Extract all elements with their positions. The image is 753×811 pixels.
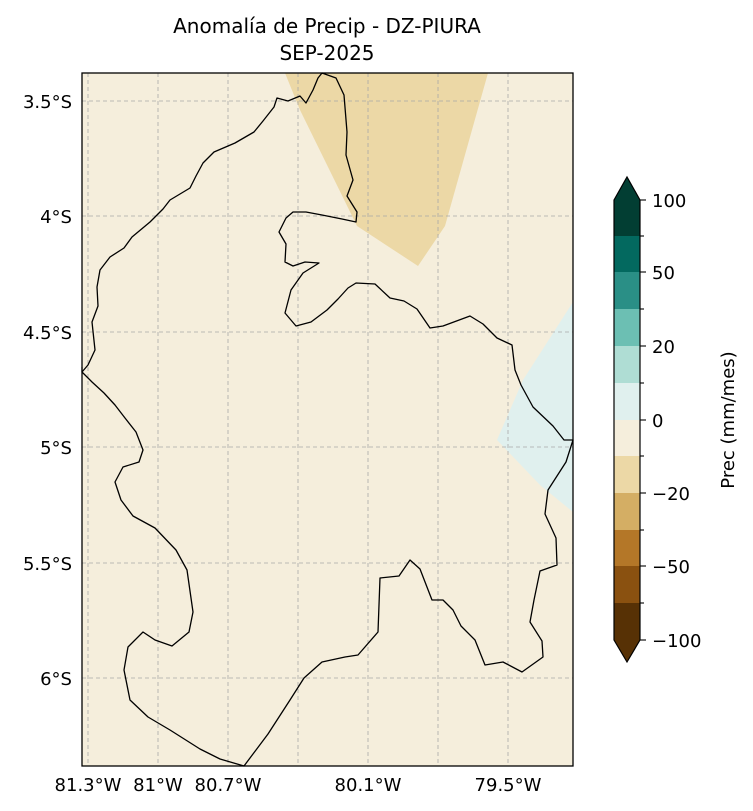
lat-tick-labels: 3.5°S 4°S 4.5°S 5°S 5.5°S 6°S: [23, 92, 72, 690]
colorbar-bin: [614, 309, 640, 346]
colorbar-bin: [614, 200, 640, 236]
map-background: [82, 73, 573, 766]
colorbar-extend-top: [614, 177, 640, 200]
colorbar: 100 50 20 0 −20 −50 −100 Prec (mm/mes): [613, 175, 739, 664]
wet-anomaly-region: [497, 302, 573, 512]
colorbar-bin: [614, 383, 640, 420]
piura-boundary: [81, 72, 574, 767]
colorbar-bin: [614, 420, 640, 456]
dry-anomaly-region: [285, 73, 488, 266]
lat-tick-label: 3.5°S: [23, 92, 72, 113]
colorbar-bin: [614, 456, 640, 493]
colorbar-bin: [614, 346, 640, 383]
colorbar-bin: [614, 493, 640, 530]
lon-tick-label: 81.3°W: [55, 775, 122, 796]
lat-tick-label: 6°S: [40, 669, 72, 690]
colorbar-bin: [614, 566, 640, 603]
colorbar-tick-label: 20: [652, 337, 675, 358]
colorbar-tick-label: −20: [652, 484, 690, 505]
lat-tick-label: 4°S: [40, 207, 72, 228]
colorbar-bin: [614, 530, 640, 566]
colorbar-ticks: [640, 199, 646, 641]
lon-tick-labels: 81.3°W 81°W 80.7°W 80.1°W 79.5°W: [55, 775, 542, 796]
lat-tick-label: 5.5°S: [23, 554, 72, 575]
map-gridlines: [82, 73, 573, 766]
map-subtitle: SEP-2025: [279, 41, 374, 65]
colorbar-tick-label: −100: [652, 631, 701, 652]
colorbar-extend-bottom: [614, 640, 640, 662]
colorbar-tick-label: 0: [652, 411, 663, 432]
colorbar-tick-label: 100: [652, 191, 686, 212]
lon-tick-label: 81°W: [133, 775, 183, 796]
map-panel: [81, 72, 574, 767]
lon-tick-label: 80.7°W: [195, 775, 262, 796]
lat-tick-label: 4.5°S: [23, 323, 72, 344]
colorbar-label: Prec (mm/mes): [718, 351, 739, 488]
lat-tick-label: 5°S: [40, 438, 72, 459]
lon-tick-label: 79.5°W: [475, 775, 542, 796]
colorbar-bin: [614, 272, 640, 309]
colorbar-bin: [614, 236, 640, 272]
colorbar-bin: [614, 603, 640, 640]
map-frame: [81, 72, 574, 767]
colorbar-tick-label: 50: [652, 263, 675, 284]
map-title: Anomalía de Precip - DZ-PIURA: [173, 14, 481, 38]
colorbar-tick-label: −50: [652, 557, 690, 578]
lon-tick-label: 80.1°W: [335, 775, 402, 796]
